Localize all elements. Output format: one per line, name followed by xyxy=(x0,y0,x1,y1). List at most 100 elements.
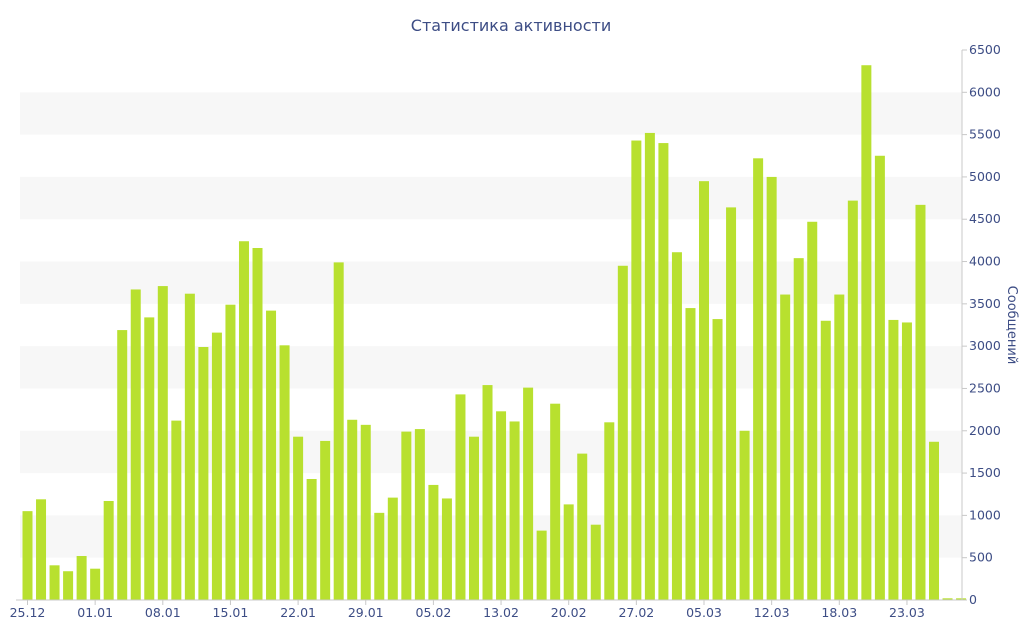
x-tick-label: 08.01 xyxy=(145,605,181,620)
bar xyxy=(76,556,87,600)
bar xyxy=(496,411,507,600)
grid-band xyxy=(20,92,962,135)
bar xyxy=(671,252,682,600)
bar xyxy=(333,262,344,600)
bar xyxy=(888,319,899,600)
bar xyxy=(699,181,709,600)
bar xyxy=(726,207,737,600)
bar xyxy=(780,294,791,600)
bar xyxy=(550,403,561,600)
bar xyxy=(617,265,628,600)
y-tick-label: 1500 xyxy=(969,465,1001,480)
x-tick-label: 22.01 xyxy=(280,605,316,620)
bar xyxy=(577,453,588,600)
y-tick-label: 6500 xyxy=(969,42,1001,57)
bar xyxy=(293,436,304,600)
x-tick-label: 25.12 xyxy=(10,605,46,620)
bar xyxy=(563,504,574,600)
bar xyxy=(252,248,263,600)
bar xyxy=(401,431,412,600)
bar xyxy=(320,440,331,600)
y-axis-label: Сообщений xyxy=(1004,286,1019,365)
bar xyxy=(36,499,47,600)
bar xyxy=(198,347,209,600)
chart-title: Статистика активности xyxy=(411,16,611,35)
bar xyxy=(482,385,493,600)
bar xyxy=(536,530,547,600)
bar xyxy=(279,345,290,600)
bar xyxy=(468,436,479,600)
x-tick-label: 13.02 xyxy=(483,605,519,620)
bar xyxy=(523,387,534,600)
bar xyxy=(820,320,831,600)
bar xyxy=(171,420,182,600)
bar xyxy=(117,330,128,600)
bar xyxy=(103,501,114,600)
bar xyxy=(807,221,818,600)
bar xyxy=(901,322,912,600)
y-tick-label: 2000 xyxy=(969,423,1001,438)
bar xyxy=(956,598,967,600)
bar xyxy=(455,394,466,600)
bar xyxy=(347,419,358,600)
y-tick-label: 4500 xyxy=(969,211,1001,226)
x-tick-label: 29.01 xyxy=(348,605,384,620)
bar xyxy=(387,497,398,600)
y-tick-label: 5000 xyxy=(969,169,1001,184)
bar xyxy=(428,484,439,600)
bar xyxy=(915,204,926,600)
bar xyxy=(306,479,317,600)
y-tick-label: 1000 xyxy=(969,507,1001,522)
bar xyxy=(144,317,155,600)
bar xyxy=(509,421,520,600)
x-axis-ticks: 25.12 01.01 08.01 15.01 22.01 29.01 05.02 13.02… xyxy=(10,600,925,620)
bar xyxy=(847,200,858,600)
bar xyxy=(631,140,642,601)
bar xyxy=(130,289,141,600)
bar xyxy=(712,319,723,600)
x-tick-label: 15.01 xyxy=(213,605,249,620)
x-tick-label: 05.03 xyxy=(686,605,722,620)
x-tick-label: 23.03 xyxy=(889,605,925,620)
bar xyxy=(360,424,371,600)
bar xyxy=(644,132,655,600)
bar xyxy=(374,512,385,600)
bars xyxy=(22,65,967,601)
y-tick-label: 4000 xyxy=(969,254,1001,269)
x-tick-label: 18.03 xyxy=(821,605,857,620)
bar xyxy=(929,441,940,600)
bar xyxy=(766,176,777,600)
x-tick-label: 12.03 xyxy=(754,605,790,620)
bar xyxy=(685,308,696,600)
bar xyxy=(834,294,845,600)
bar xyxy=(238,241,249,600)
bar xyxy=(658,143,669,601)
bar xyxy=(874,155,885,600)
bar xyxy=(604,422,615,600)
x-tick-label: 20.02 xyxy=(551,605,587,620)
bar xyxy=(184,293,195,600)
bar xyxy=(63,571,74,600)
y-tick-label: 5500 xyxy=(969,127,1001,142)
y-tick-label: 0 xyxy=(969,592,977,607)
y-tick-label: 2500 xyxy=(969,380,1001,395)
grid-bands xyxy=(20,92,962,558)
grid-band xyxy=(20,176,962,220)
y-tick-label: 6000 xyxy=(969,84,1001,99)
y-tick-label: 3000 xyxy=(969,338,1001,353)
grid-band xyxy=(20,346,962,389)
bar xyxy=(441,498,452,600)
x-tick-label: 05.02 xyxy=(416,605,452,620)
x-tick-label: 27.02 xyxy=(618,605,654,620)
bar xyxy=(22,511,33,600)
bar xyxy=(942,598,953,600)
bar xyxy=(861,65,872,600)
x-tick-label: 01.01 xyxy=(77,605,113,620)
bar xyxy=(49,565,60,600)
grid-band xyxy=(20,261,962,304)
y-axis-ticks: 0 500 1000 1500 2000 2500 3000 3500 4000 4500 5000… xyxy=(962,42,1001,607)
bar xyxy=(590,524,601,600)
bar xyxy=(211,332,222,600)
bar xyxy=(157,286,168,600)
